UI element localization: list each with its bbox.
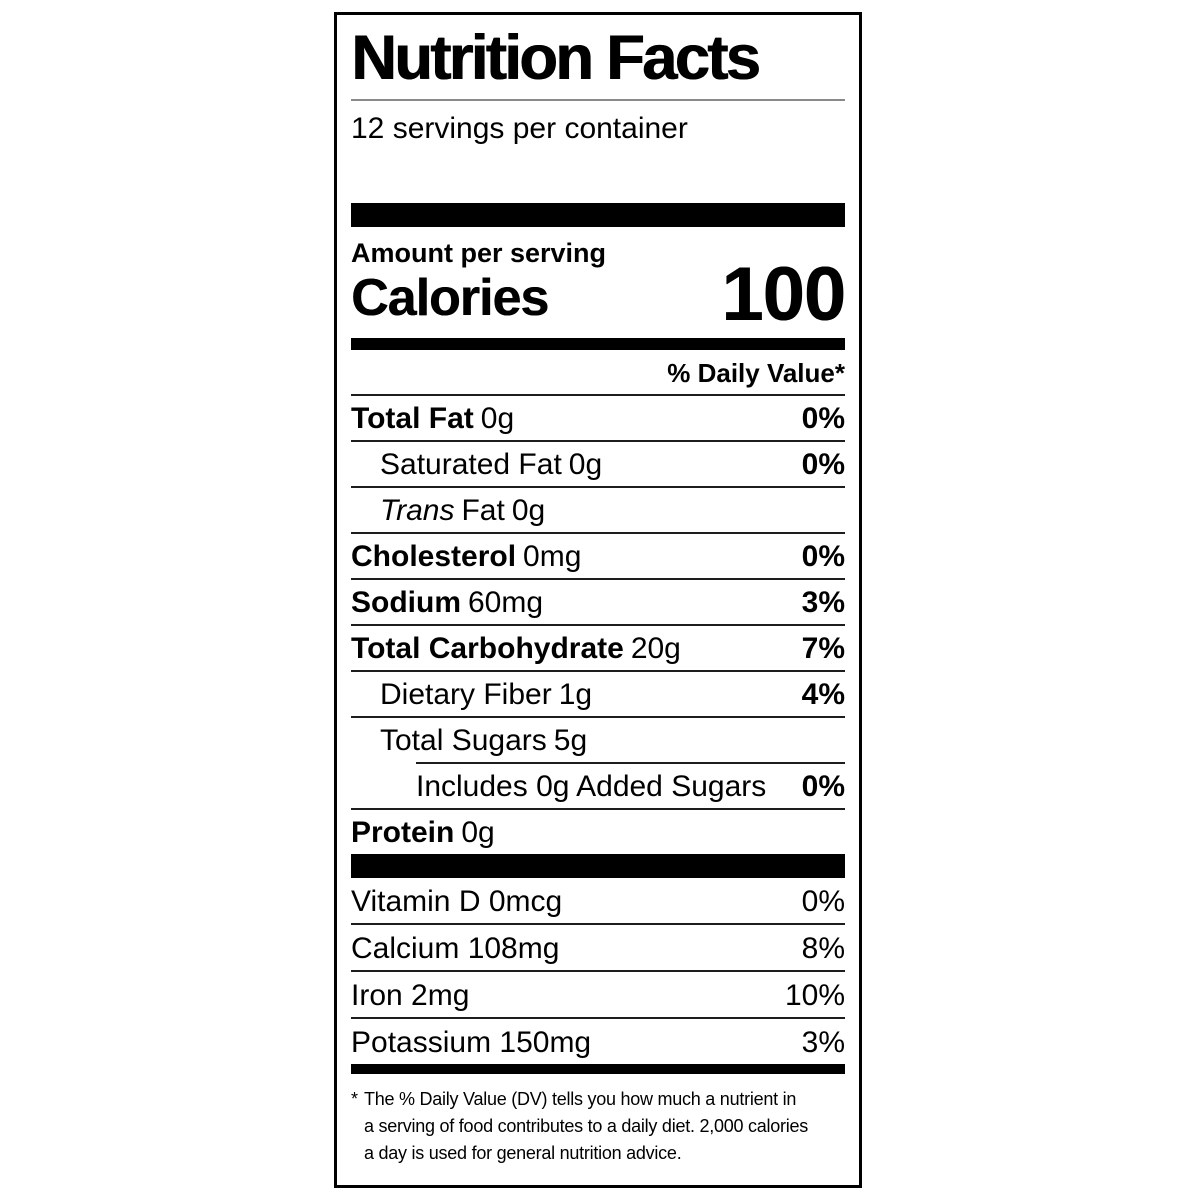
nutrient-amount: 0g [568,448,603,481]
nutrient-dv: 0% [801,448,845,481]
footnote-line: The % Daily Value (DV) tells you how muc… [364,1089,797,1109]
nutrient-row-sodium: Sodium 60mg 3% [351,580,845,624]
nutrient-row-total-sugars: Total Sugars 5g [351,718,845,762]
nutrient-row-total-carbohydrate: Total Carbohydrate 20g 7% [351,626,845,670]
label-title: Nutrition Facts [351,23,761,93]
row-separator [351,670,845,672]
nutrient-dv: 0% [801,402,845,435]
nutrient-row-trans-fat: Trans Fat 0g [351,488,845,532]
row-separator [351,440,845,442]
footnote: * The % Daily Value (DV) tells you how m… [351,1086,845,1167]
calories-row: Calories 100 [351,252,846,337]
nutrient-name: Protein [351,816,455,849]
daily-value-header: % Daily Value* [667,358,845,388]
nutrient-name: Fat [461,494,505,527]
nutrient-amount: 5g [553,724,588,757]
row-separator [351,578,845,580]
nutrient-name: Cholesterol [351,540,517,573]
row-separator [351,486,845,488]
nutrient-dv: 4% [801,678,845,711]
footnote-text: The % Daily Value (DV) tells you how muc… [364,1086,808,1167]
row-separator [351,970,845,972]
nutrient-name: Total Fat [351,402,474,435]
micronutrient-name: Calcium 108mg [351,932,560,965]
micronutrient-dv: 3% [801,1026,845,1059]
servings-per-container: 12 servings per container [351,112,688,145]
nutrient-row-cholesterol: Cholesterol 0mg 0% [351,534,845,578]
nutrient-amount: 0mg [523,540,582,573]
micronutrient-name: Iron 2mg [351,979,470,1012]
nutrient-row-added-sugars: Includes 0g Added Sugars 0% [351,764,845,808]
row-separator [351,532,845,534]
micronutrient-name: Vitamin D 0mcg [351,885,563,918]
nutrient-dv: 0% [801,770,845,803]
title-rule [351,99,845,101]
footnote-marker: * [351,1089,358,1109]
nutrient-row-total-fat: Total Fat 0g 0% [351,396,845,440]
nutrient-name: Dietary Fiber [380,678,552,711]
nutrient-dv: 0% [801,540,845,573]
footnote-line: a serving of food contributes to a daily… [364,1116,809,1136]
nutrient-amount: 0g [511,494,546,527]
nutrient-amount: 1g [558,678,593,711]
amount-per-serving-label: Amount per serving [351,238,607,268]
nutrient-name-italic: Trans [380,494,455,527]
section-bar-top [351,203,845,227]
row-separator [351,394,845,396]
row-separator-indented [416,762,845,764]
nutrient-amount: 60mg [468,586,544,619]
section-bar-micronutrients [351,854,845,878]
micronutrient-dv: 8% [801,932,845,965]
section-bar-footnote [351,1064,845,1074]
nutrient-row-dietary-fiber: Dietary Fiber 1g 4% [351,672,845,716]
nutrient-amount: 0g [461,816,495,849]
nutrient-amount: 20g [630,632,681,665]
row-separator [351,808,845,810]
nutrient-dv: 3% [801,586,845,619]
micronutrient-row-calcium: Calcium 108mg 8% [351,925,845,970]
calories-label: Calories [351,269,549,327]
row-separator [351,1017,845,1019]
micronutrient-dv: 0% [801,885,845,918]
row-separator [351,624,845,626]
nutrient-amount: 0g [480,402,515,435]
nutrient-row-saturated-fat: Saturated Fat 0g 0% [351,442,845,486]
micronutrient-row-vitamin-d: Vitamin D 0mcg 0% [351,878,845,923]
row-separator [351,716,845,718]
nutrient-dv: 7% [801,632,845,665]
micronutrient-row-potassium: Potassium 150mg 3% [351,1019,845,1064]
micronutrient-dv: 10% [784,979,845,1012]
nutrient-name: Saturated Fat [380,448,562,481]
row-separator [351,923,845,925]
nutrient-name: Includes 0g Added Sugars [416,770,767,803]
footnote-line: a day is used for general nutrition advi… [364,1143,682,1163]
nutrient-name: Total Carbohydrate [351,632,624,665]
nutrition-facts-label: Nutrition Facts 12 servings per containe… [334,12,862,1188]
micronutrient-name: Potassium 150mg [351,1026,592,1059]
nutrient-name: Sodium [351,586,461,619]
micronutrient-row-iron: Iron 2mg 10% [351,972,845,1017]
nutrient-name: Total Sugars [380,724,547,757]
calories-value: 100 [721,252,846,337]
section-bar-calories [351,338,845,350]
nutrient-row-protein: Protein 0g [351,810,845,854]
